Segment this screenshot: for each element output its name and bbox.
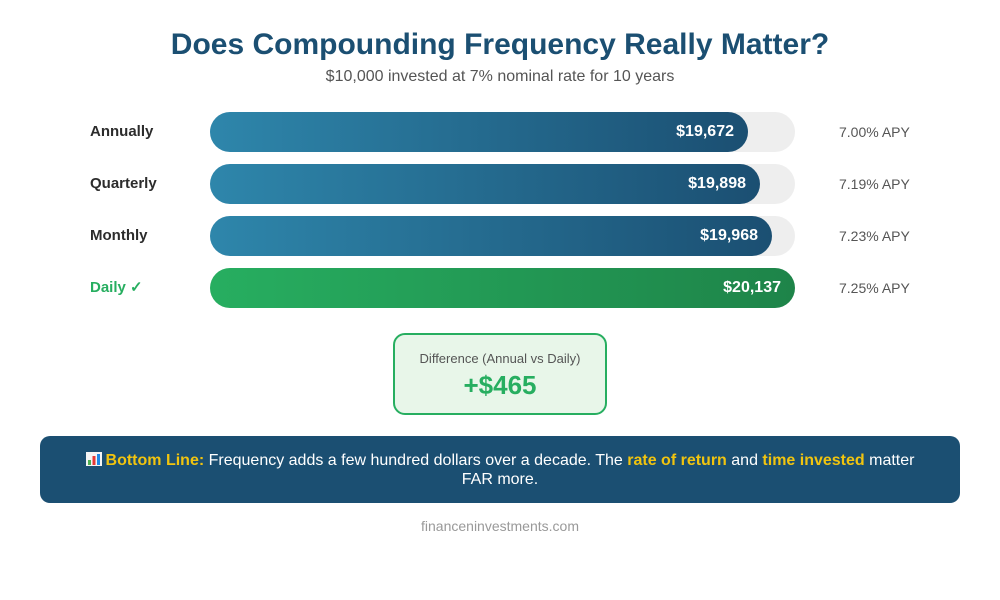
bar-row-annually: Annually $19,672 7.00% APY (0, 112, 1000, 152)
highlight-time-invested: time invested (762, 452, 865, 469)
bar-fill-best: $20,137 (210, 268, 795, 308)
bar-value: $19,672 (676, 123, 734, 140)
bottom-line-lead: Bottom Line: (105, 452, 205, 469)
page-title: Does Compounding Frequency Really Matter… (170, 28, 830, 61)
footer-source: financeninvestments.com (421, 518, 579, 534)
difference-box: Difference (Annual vs Daily) +$465 (393, 333, 607, 415)
apy-value: 7.19% APY (839, 176, 910, 192)
bar-label: Annually (90, 123, 154, 140)
apy-value: 7.23% APY (839, 228, 910, 244)
bar-value: $20,137 (723, 279, 781, 296)
bar-value: $19,968 (700, 227, 758, 244)
bottom-line-text: matter FAR more. (461, 452, 915, 488)
bottom-line-text: Frequency adds a few hundred dollars ove… (204, 452, 628, 469)
bottom-line-text: and (726, 452, 763, 469)
bar-label: Monthly (90, 227, 148, 244)
bar-fill: $19,898 (210, 164, 760, 204)
bar-row-monthly: Monthly $19,968 7.23% APY (0, 216, 1000, 256)
bar-value: $19,898 (688, 175, 746, 192)
page-subtitle: $10,000 invested at 7% nominal rate for … (325, 68, 675, 85)
bar-label-best: Daily ✓ (90, 279, 143, 296)
bar-chart-icon (85, 452, 102, 466)
difference-value: +$465 (463, 370, 537, 400)
difference-label: Difference (Annual vs Daily) (419, 351, 581, 366)
bottom-line-banner: Bottom Line: Frequency adds a few hundre… (40, 436, 960, 503)
highlight-rate-of-return: rate of return (627, 452, 727, 469)
bar-track: $19,968 (210, 216, 795, 256)
apy-value: 7.25% APY (839, 280, 910, 296)
bar-track: $19,672 (210, 112, 795, 152)
bar-label: Quarterly (90, 175, 157, 192)
apy-value: 7.00% APY (839, 124, 910, 140)
bar-fill: $19,968 (210, 216, 772, 256)
bar-row-daily: Daily ✓ $20,137 7.25% APY (0, 268, 1000, 308)
bar-track: $19,898 (210, 164, 795, 204)
bar-fill: $19,672 (210, 112, 748, 152)
bar-row-quarterly: Quarterly $19,898 7.19% APY (0, 164, 1000, 204)
bar-track: $20,137 (210, 268, 795, 308)
